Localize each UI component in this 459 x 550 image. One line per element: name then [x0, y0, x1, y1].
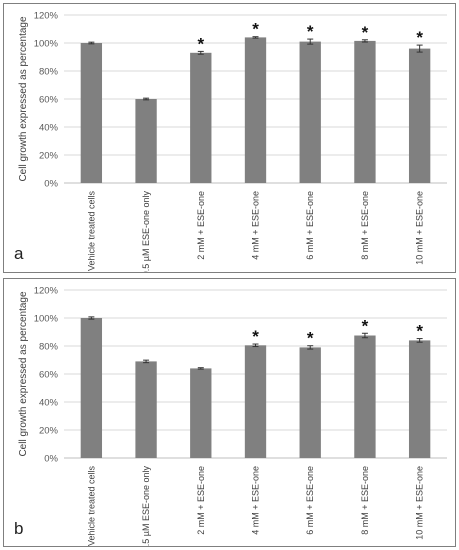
x-tick-label: 10 mM + ESE-one — [415, 191, 425, 265]
panel-label-b: b — [14, 519, 24, 538]
x-tick-label: 8 mM + ESE-one — [360, 466, 370, 535]
significance-marker: * — [416, 322, 423, 341]
x-tick-label: 8 mM + ESE-one — [360, 191, 370, 260]
x-tick-label: 2 mM + ESE-one — [196, 466, 206, 535]
chart-svg-a: 0% 20% 40% 60% 80% 100% 120% Cell growth expres… — [18, 11, 447, 272]
x-tick-label: 4 mM + ESE-one — [251, 466, 261, 535]
x-tick-label: 6 mM + ESE-one — [305, 191, 315, 260]
y-tick-label: 20% — [39, 426, 59, 437]
panel-label-a: a — [14, 244, 24, 263]
bar — [354, 335, 376, 458]
y-tick-label: 40% — [39, 123, 59, 134]
y-tick-label: 120% — [34, 11, 59, 22]
x-tick-label: 0.5 µM ESE-one only — [141, 466, 151, 546]
significance-marker: * — [197, 34, 204, 53]
bar — [244, 37, 267, 184]
bar — [299, 41, 321, 183]
y-axis-label: Cell growth expressed as percentage — [18, 291, 29, 457]
significance-marker: * — [307, 329, 314, 348]
chart-panel-b: 0% 20% 40% 60% 80% 100% 120% Cell growth expres… — [3, 278, 456, 547]
y-tick-label: 120% — [34, 286, 59, 297]
bar — [190, 52, 212, 183]
x-tick-label: 2 mM + ESE-one — [196, 191, 206, 260]
bar — [244, 345, 267, 458]
significance-marker: * — [252, 327, 259, 346]
y-tick-label: 100% — [34, 39, 59, 50]
bar — [408, 48, 431, 183]
bar — [299, 347, 321, 458]
x-tick-label: 10 mM + ESE-one — [415, 466, 425, 540]
y-tick-label: 80% — [39, 67, 59, 78]
significance-marker: * — [252, 20, 259, 39]
bar — [354, 40, 376, 184]
significance-marker: * — [307, 22, 314, 41]
bar — [190, 368, 212, 458]
y-tick-label: 60% — [39, 370, 59, 381]
chart-panel-a: 0% 20% 40% 60% 80% 100% 120% Cell growth expres… — [3, 3, 456, 273]
significance-marker: * — [416, 28, 423, 47]
bar — [135, 361, 157, 458]
y-tick-label: 40% — [39, 398, 59, 409]
y-tick-label: 60% — [39, 95, 59, 106]
bar — [80, 318, 103, 458]
y-tick-label: 0% — [44, 179, 58, 190]
x-tick-label: 0.5 µM ESE-one only — [141, 191, 151, 272]
bar — [135, 99, 157, 183]
bar — [80, 43, 103, 183]
significance-marker: * — [362, 316, 369, 335]
x-tick-label: Vehicle treated cells — [86, 191, 96, 272]
y-tick-label: 80% — [39, 342, 59, 353]
chart-svg-b: 0% 20% 40% 60% 80% 100% 120% Cell growth expres… — [18, 286, 447, 546]
y-tick-label: 0% — [44, 454, 58, 465]
significance-marker: * — [362, 23, 369, 42]
bar — [408, 340, 431, 458]
x-tick-label: 4 mM + ESE-one — [251, 191, 261, 260]
x-tick-label: 6 mM + ESE-one — [305, 466, 315, 535]
y-tick-label: 20% — [39, 151, 59, 162]
y-axis-label: Cell growth expressed as percentage — [18, 16, 29, 182]
x-tick-label: Vehicle treated cells — [86, 466, 96, 546]
y-tick-label: 100% — [34, 314, 59, 325]
